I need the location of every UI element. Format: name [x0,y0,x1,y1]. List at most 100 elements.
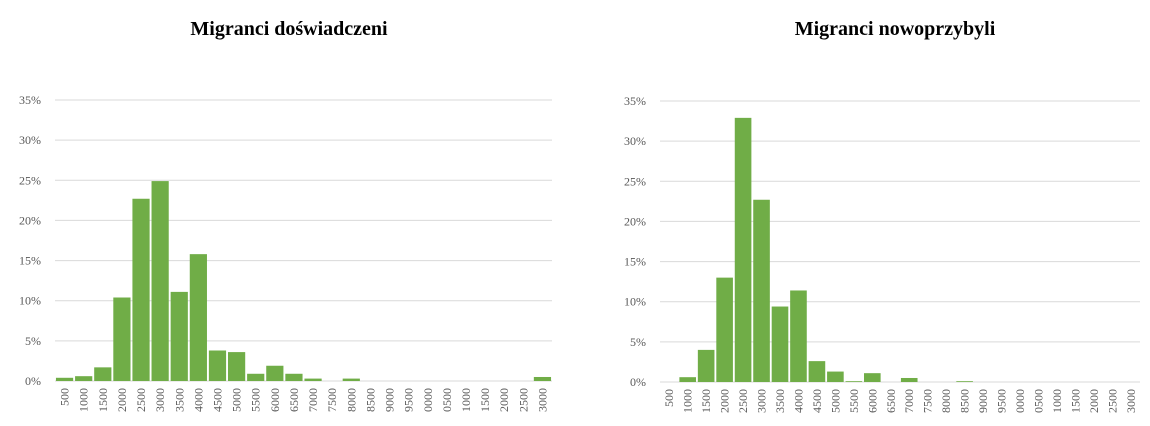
y-tick-label: 25% [19,173,41,187]
x-tick-label: 1500 [478,388,492,412]
bar [113,297,131,381]
bar [132,198,150,381]
bar [845,381,863,382]
chart-title: Migranci nowoprzybyli [795,18,996,40]
y-tick-label: 25% [624,174,646,188]
x-tick-label: 2000 [718,389,732,413]
bar [170,291,188,381]
x-tick-label: 0000 [1013,389,1027,413]
bar [697,349,715,382]
y-tick-label: 15% [19,254,41,268]
bar [790,290,807,382]
x-tick-label: 4500 [210,388,224,412]
bar [900,377,918,382]
bar [304,378,322,381]
x-tick-label: 8000 [939,389,953,413]
y-tick-label: 20% [19,213,41,227]
x-tick-label: 2500 [736,389,750,413]
chart-title: Migranci doświadczeni [190,18,388,40]
x-tick-label: 9000 [976,389,990,413]
y-tick-label: 0% [25,374,41,388]
x-tick-label: 6500 [287,388,301,412]
x-tick-label: 2500 [134,388,148,412]
y-tick-label: 35% [19,93,41,107]
bar [808,361,826,382]
bar [94,367,112,381]
y-tick-label: 10% [624,295,646,309]
x-tick-label: 3000 [755,389,769,413]
x-tick-label: 0500 [1031,389,1045,413]
bar [753,199,770,382]
x-tick-label: 2500 [1105,389,1119,413]
y-tick-label: 20% [624,214,646,228]
x-tick-label: 500 [58,388,72,406]
x-tick-label: 0500 [440,388,454,412]
x-tick-label: 2500 [516,388,530,412]
x-tick-label: 3500 [172,388,186,412]
y-tick-label: 5% [630,335,646,349]
y-tick-label: 10% [19,294,41,308]
x-tick-label: 7500 [325,388,339,412]
x-tick-label: 4000 [791,389,805,413]
x-tick-label: 6000 [268,388,282,412]
x-tick-label: 5500 [249,388,263,412]
y-tick-label: 35% [624,94,646,108]
bar [956,381,973,382]
bar [716,277,733,382]
x-tick-label: 1500 [699,389,713,413]
x-tick-label: 9000 [383,388,397,412]
x-tick-label: 0000 [421,388,435,412]
x-tick-label: 8500 [958,389,972,413]
bar [679,377,696,382]
y-tick-label: 0% [630,375,646,389]
y-tick-label: 30% [624,134,646,148]
x-tick-label: 500 [662,389,676,407]
bar [285,373,303,381]
x-tick-label: 5000 [828,389,842,413]
x-tick-label: 4500 [810,389,824,413]
x-tick-label: 3000 [153,388,167,412]
bar [55,377,74,381]
y-tick-label: 30% [19,133,41,147]
x-tick-label: 1500 [1068,389,1082,413]
x-tick-label: 1000 [1050,389,1064,413]
bar [227,352,246,381]
bar [208,350,227,381]
y-tick-label: 5% [25,334,41,348]
bar [189,254,207,381]
bar [342,378,360,381]
x-tick-label: 1000 [77,388,91,412]
bar [734,117,752,383]
bar [827,371,844,382]
x-tick-label: 9500 [995,389,1009,413]
x-tick-label: 3000 [535,388,549,412]
x-tick-label: 7000 [306,388,320,412]
x-tick-label: 6500 [884,389,898,413]
x-tick-label: 8000 [344,388,358,412]
x-tick-label: 1000 [681,389,695,413]
x-tick-label: 2000 [1087,389,1101,413]
x-tick-label: 1000 [459,388,473,412]
x-tick-label: 9500 [402,388,416,412]
x-tick-label: 5500 [847,389,861,413]
x-tick-label: 3000 [1124,389,1138,413]
x-tick-label: 7000 [902,389,916,413]
x-tick-label: 4000 [191,388,205,412]
bar [533,376,552,381]
bar [75,376,93,381]
bar [266,365,284,381]
x-tick-label: 7500 [921,389,935,413]
bar [247,373,265,381]
bar [771,306,789,382]
y-tick-label: 15% [624,255,646,269]
x-tick-label: 6000 [865,389,879,413]
x-tick-label: 2000 [115,388,129,412]
x-tick-label: 8500 [363,388,377,412]
bar [151,181,169,381]
x-tick-label: 2000 [497,388,511,412]
x-tick-label: 1500 [96,388,110,412]
x-tick-label: 3500 [773,389,787,413]
bar [864,373,881,382]
x-tick-label: 5000 [230,388,244,412]
